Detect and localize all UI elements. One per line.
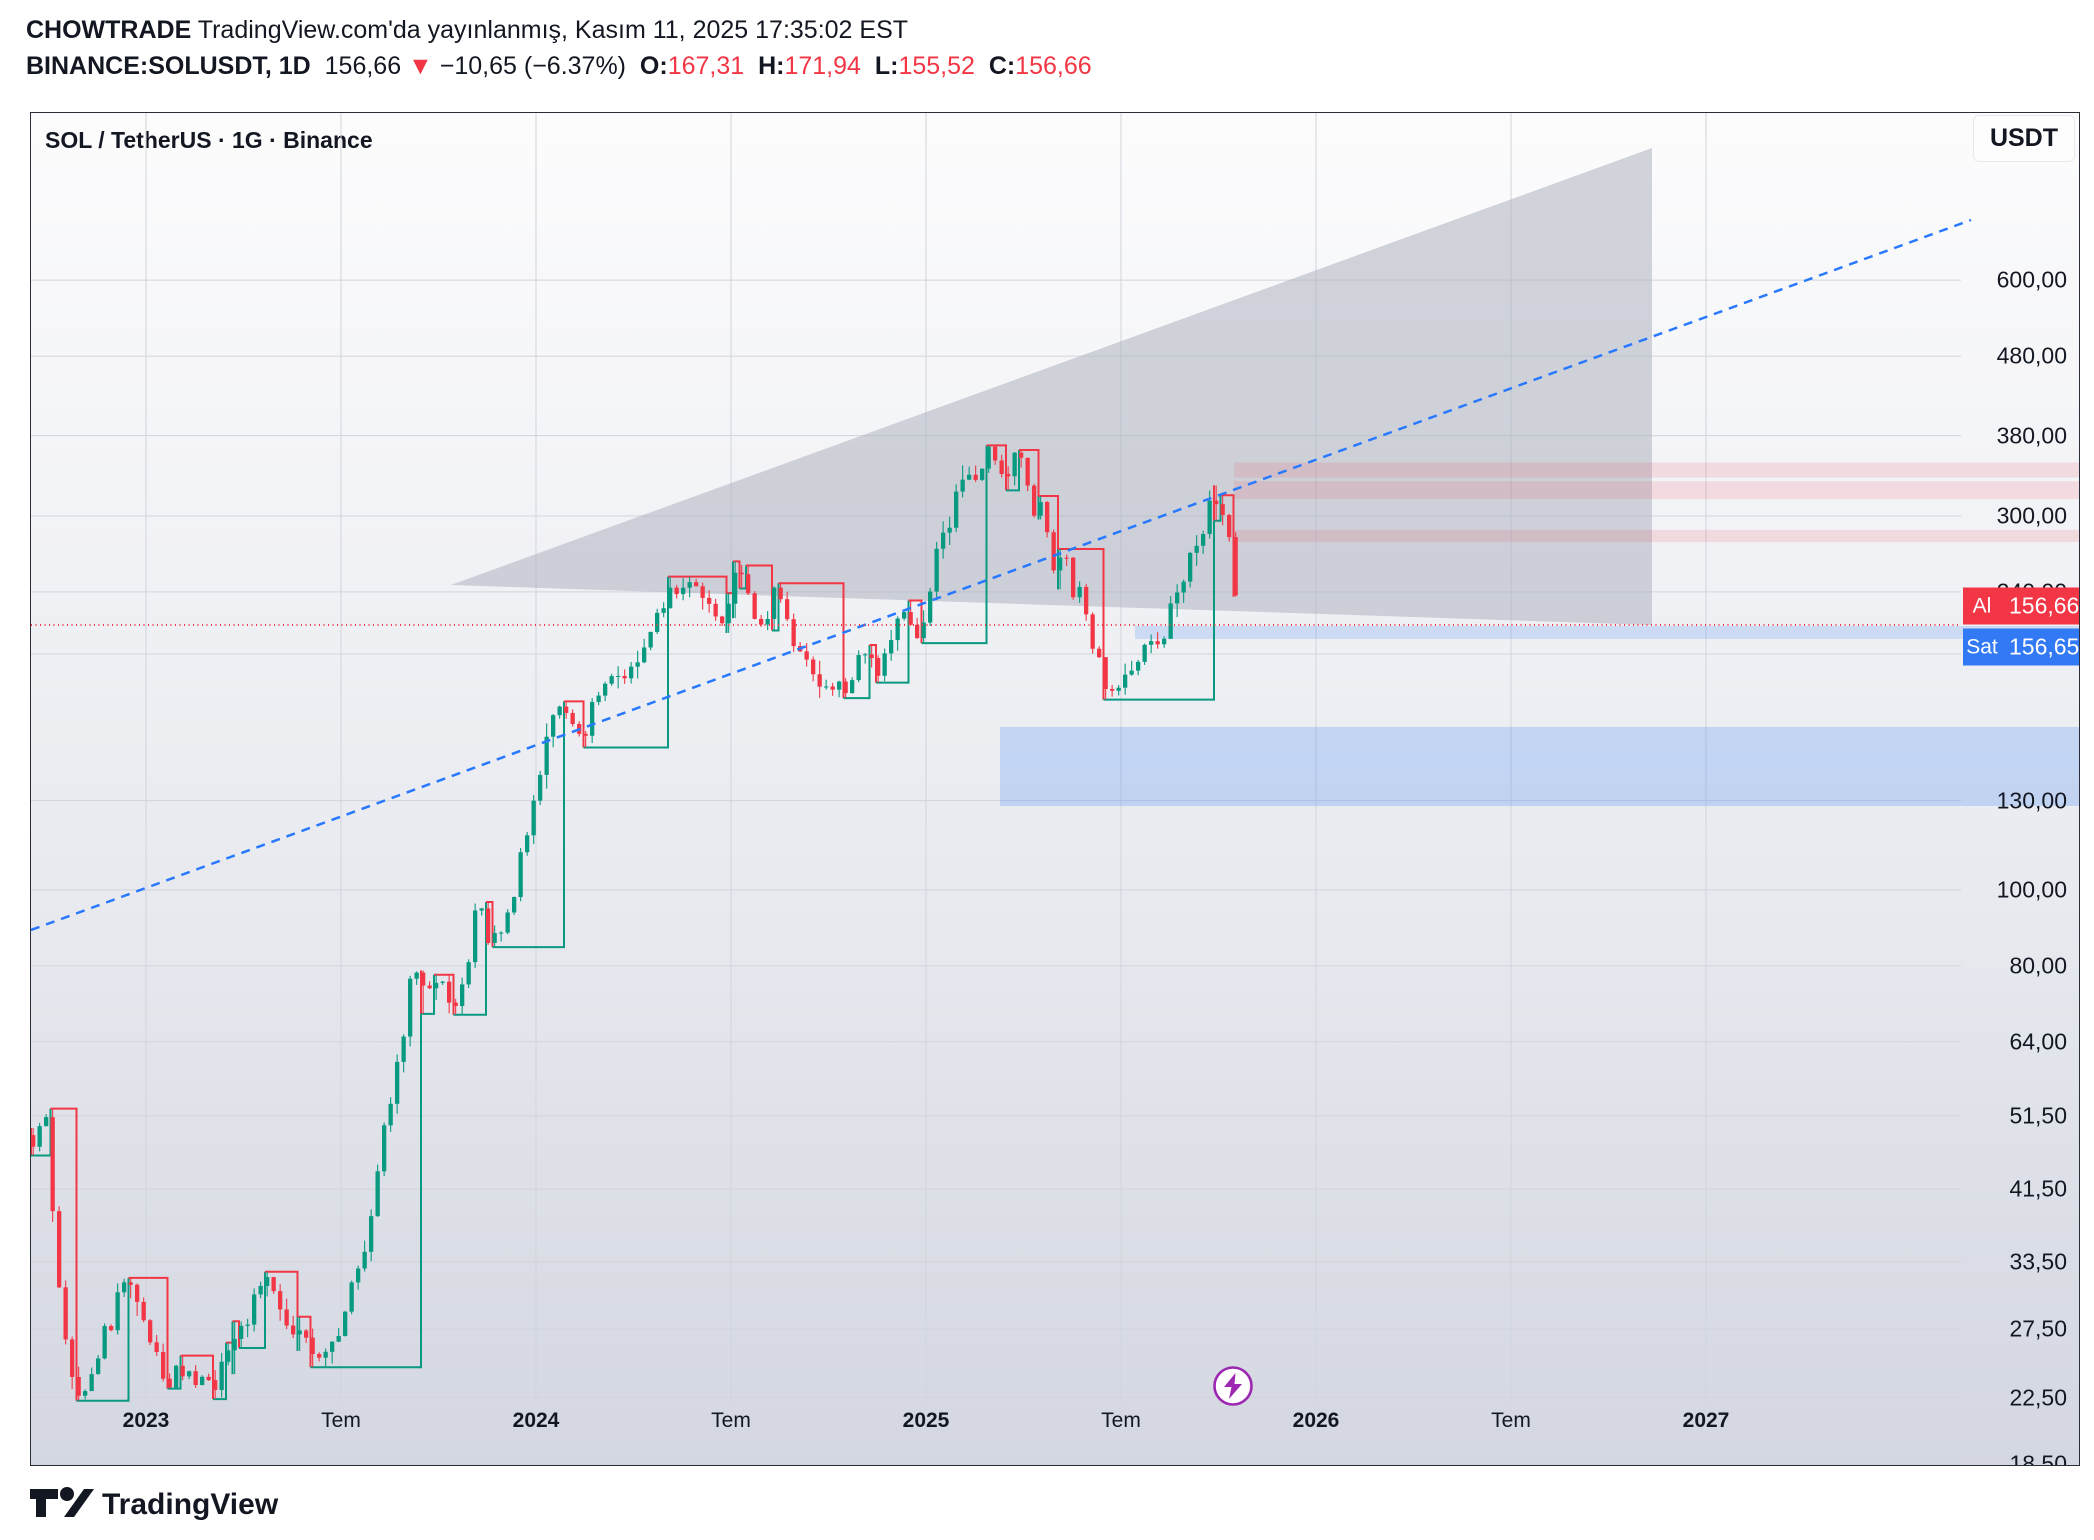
svg-text:TradingView: TradingView [102, 1488, 279, 1521]
